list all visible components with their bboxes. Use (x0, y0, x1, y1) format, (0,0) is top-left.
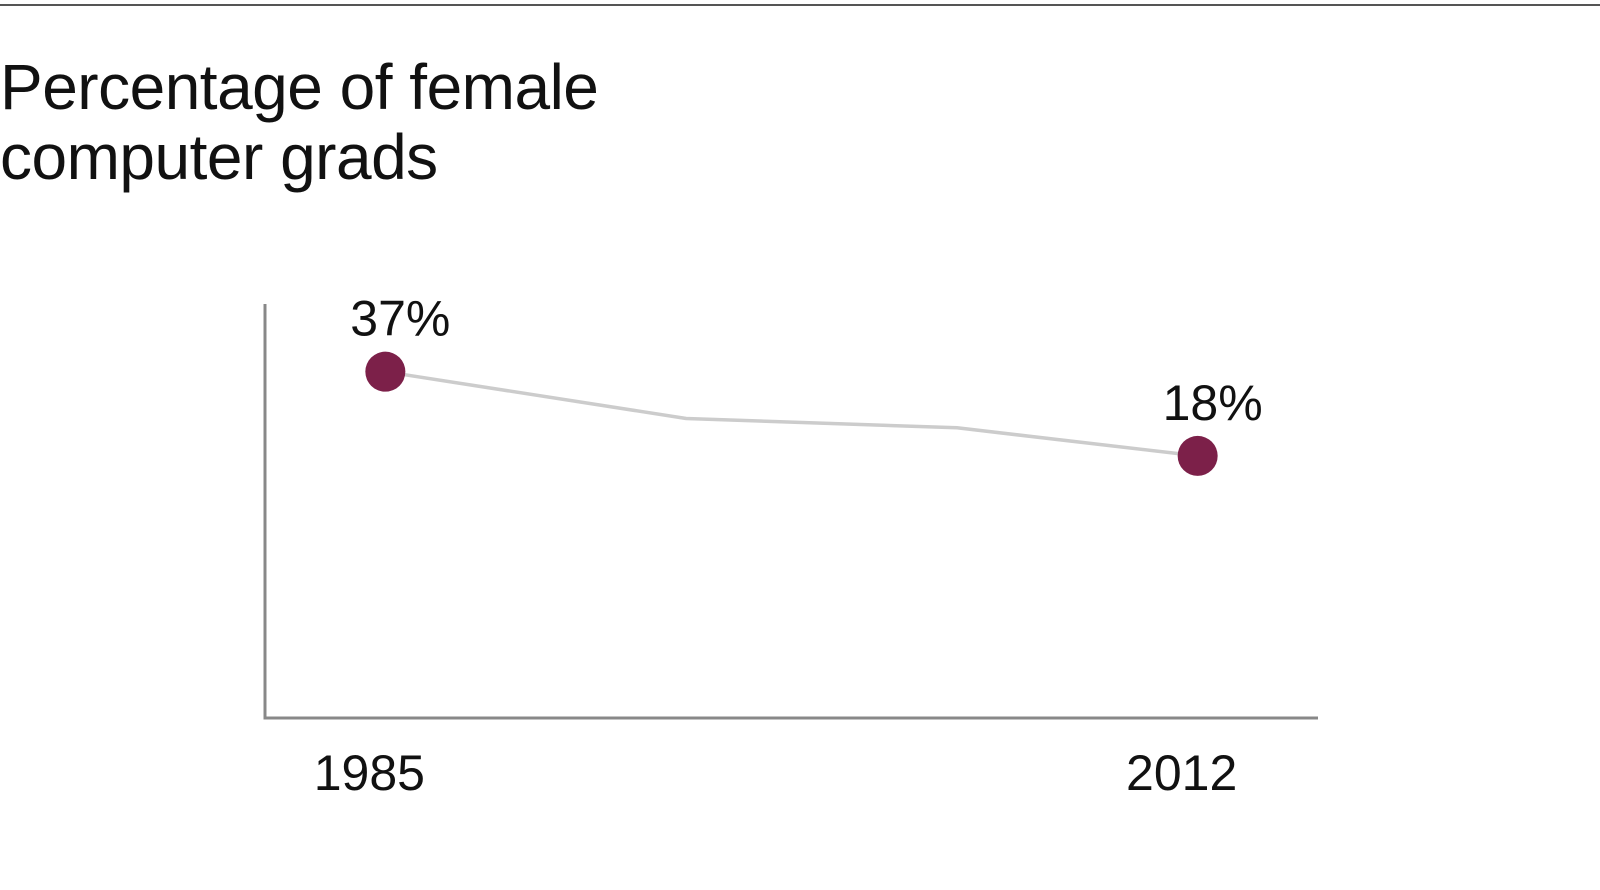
chart-title-line-1: Percentage of female (0, 51, 599, 123)
x-tick-label-1985: 1985 (314, 745, 425, 801)
chart-title: Percentage of female computer grads (0, 51, 599, 193)
chart-title-line-2: computer grads (0, 121, 438, 193)
series-line (385, 369, 1198, 458)
chart-series (385, 369, 1198, 458)
data-point-1985 (365, 351, 406, 392)
data-point-2012 (1177, 435, 1218, 476)
chart-axes (263, 304, 1318, 720)
chart-points (365, 351, 1218, 476)
x-tick-label-2012: 2012 (1126, 745, 1237, 801)
data-label-1985: 37% (350, 291, 450, 347)
chart-labels: 37% 18% 1985 2012 (314, 291, 1263, 801)
data-label-2012: 18% (1163, 375, 1263, 431)
top-divider (0, 4, 1600, 6)
